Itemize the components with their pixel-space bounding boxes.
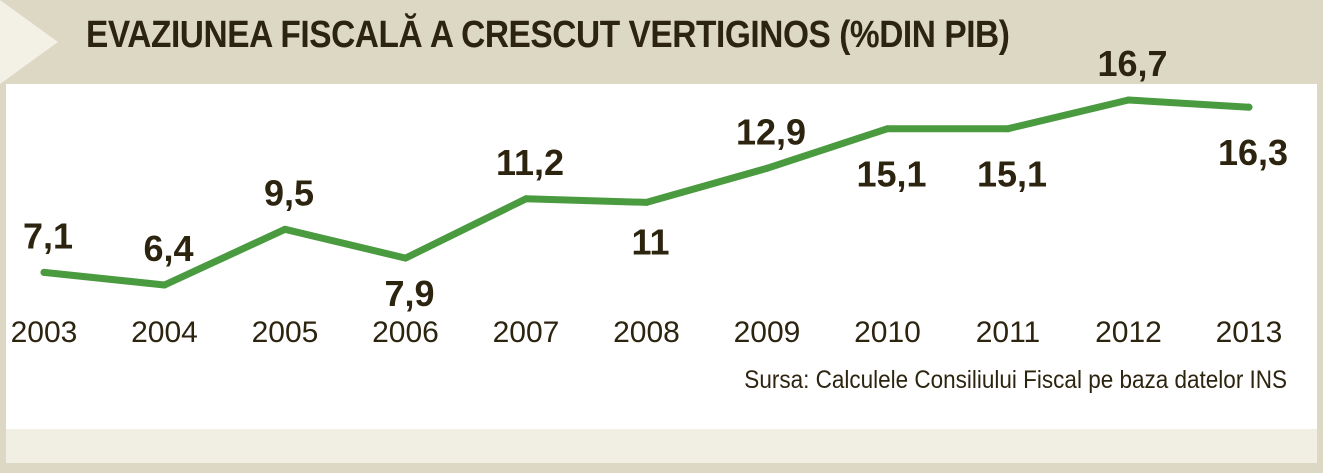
title-arrow-marker <box>0 0 58 84</box>
data-label-2012: 16,7 <box>1097 43 1167 84</box>
x-tick-label-2010: 2010 <box>854 316 921 349</box>
data-point-2009 <box>763 164 771 172</box>
x-tick-label-2011: 2011 <box>976 316 1041 349</box>
x-tick-label-2004: 2004 <box>131 316 198 349</box>
x-tick-label-2003: 2003 <box>11 316 78 349</box>
data-point-2006 <box>402 254 409 262</box>
data-label-2005: 9,5 <box>264 172 314 213</box>
data-label-2008: 11 <box>631 221 669 262</box>
x-tick-label-2007: 2007 <box>493 316 560 349</box>
bottom-inner-strip <box>6 429 1317 463</box>
data-point-2012 <box>1125 96 1132 104</box>
x-tick-label-2008: 2008 <box>613 316 680 349</box>
data-label-2006: 7,9 <box>384 273 434 314</box>
data-point-2011 <box>1004 125 1012 133</box>
data-point-2004 <box>161 281 168 289</box>
data-label-2013: 16,3 <box>1218 132 1288 173</box>
x-tick-label-2012: 2012 <box>1095 316 1162 349</box>
data-point-2013 <box>1245 103 1253 111</box>
data-label-2003: 7,1 <box>23 215 73 256</box>
data-point-2007 <box>522 195 530 203</box>
data-label-2007: 11,2 <box>496 142 564 183</box>
data-point-2010 <box>884 125 891 133</box>
source-note: Sursa: Calculele Consiliului Fiscal pe b… <box>744 366 1287 394</box>
chart-title: EVAZIUNEA FISCALĂ A CRESCUT VERTIGINOS (… <box>86 14 1010 56</box>
data-label-2010: 15,1 <box>856 154 926 195</box>
data-point-2008 <box>643 198 650 206</box>
data-point-2003 <box>40 268 48 276</box>
data-label-2009: 12,9 <box>736 111 806 152</box>
x-tick-label-2006: 2006 <box>372 316 439 349</box>
data-point-2005 <box>281 225 289 233</box>
x-tick-label-2013: 2013 <box>1216 316 1283 349</box>
x-tick-label-2005: 2005 <box>252 316 319 349</box>
title-band <box>0 0 1323 84</box>
x-tick-label-2009: 2009 <box>734 316 801 349</box>
data-label-2004: 6,4 <box>143 228 193 269</box>
data-label-2011: 15,1 <box>977 154 1047 195</box>
